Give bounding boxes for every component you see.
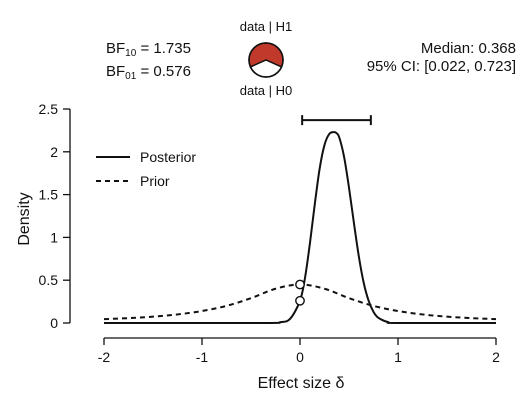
legend-prior-label: Prior (140, 173, 170, 189)
density-points (295, 279, 305, 306)
bf10-base: BF (106, 40, 126, 57)
posterior-summary-block: Median: 0.368 95% CI: [0.022, 0.723] (367, 40, 516, 76)
y-tick-label: 0.5 (39, 272, 59, 288)
y-axis-label: Density (16, 192, 33, 245)
pie-label-h1: data | H1 (239, 19, 293, 34)
legend: Posterior Prior (96, 149, 196, 189)
x-axis-label: Effect size δ (258, 375, 345, 392)
y-tick-group: 0 0.5 1 1.5 2 2.5 (39, 101, 70, 331)
x-tick-label: 0 (296, 349, 304, 365)
x-tick-label: 2 (492, 349, 500, 365)
y-tick-label: 1 (50, 229, 58, 245)
legend-posterior-label: Posterior (140, 149, 196, 165)
bayes-factor-block: BF10 = 1.735 BF01 = 0.576 (106, 40, 191, 86)
y-tick-label: 2.5 (39, 101, 59, 117)
credible-interval-bar (301, 115, 372, 126)
probability-wheel (248, 42, 284, 78)
bf10-sub: 10 (125, 48, 137, 59)
x-tick-group: -2 -1 0 1 2 (98, 338, 500, 365)
y-tick-label: 0 (50, 315, 58, 331)
density-point (295, 279, 305, 290)
y-tick-label: 2 (50, 144, 58, 160)
bf01-value: = 0.576 (136, 63, 191, 80)
x-tick-label: -2 (98, 349, 111, 365)
posterior-line (103, 131, 497, 325)
density-point (295, 295, 305, 306)
pie-outline (248, 42, 284, 78)
pie-label-h0: data | H0 (239, 83, 293, 98)
bf10-text: BF10 = 1.735 (106, 40, 191, 63)
bf01-sub: 01 (125, 71, 137, 82)
bf01-base: BF (106, 63, 126, 80)
y-tick-label: 1.5 (39, 187, 59, 203)
bf01-text: BF01 = 0.576 (106, 63, 191, 86)
x-tick-label: -1 (196, 349, 209, 365)
bf10-value: = 1.735 (136, 40, 191, 57)
median-text: Median: 0.368 (420, 40, 516, 57)
ci-text: 95% CI: [0.022, 0.723] (366, 58, 516, 75)
x-tick-label: 1 (394, 349, 402, 365)
